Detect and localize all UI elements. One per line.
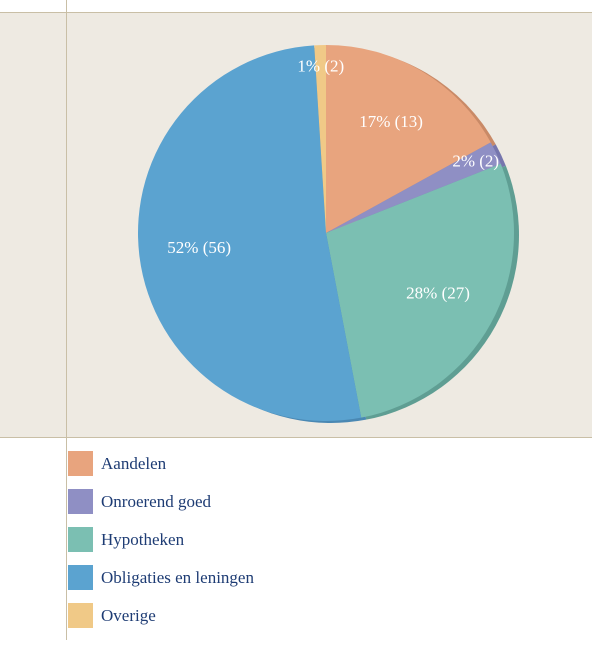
data-label: 28% (27) — [406, 283, 470, 302]
legend-swatch — [68, 451, 93, 476]
legend-swatch — [68, 527, 93, 552]
legend-label: Hypotheken — [101, 530, 185, 549]
legend: Aandelen Onroerend goed Hypotheken Obligati… — [68, 451, 254, 628]
data-label: 52% (56) — [167, 238, 231, 257]
data-label: 2% (2) — [452, 151, 499, 170]
pie: 17% (13) 2% (2) 28% (27) 52% (56) 1% (2) — [138, 45, 519, 424]
data-label: 17% (13) — [359, 112, 423, 131]
slice — [314, 45, 326, 233]
legend-swatch — [68, 489, 93, 514]
slice — [326, 142, 501, 233]
legend-swatch — [68, 565, 93, 590]
legend-label: Onroerend goed — [101, 492, 211, 511]
slice — [326, 163, 514, 418]
data-label: 1% (2) — [297, 57, 344, 76]
slice — [326, 45, 491, 233]
legend-label: Aandelen — [101, 454, 167, 473]
legend-label: Overige — [101, 606, 156, 625]
slice — [138, 45, 362, 422]
legend-swatch — [68, 603, 93, 628]
legend-label: Obligaties en leningen — [101, 568, 254, 587]
